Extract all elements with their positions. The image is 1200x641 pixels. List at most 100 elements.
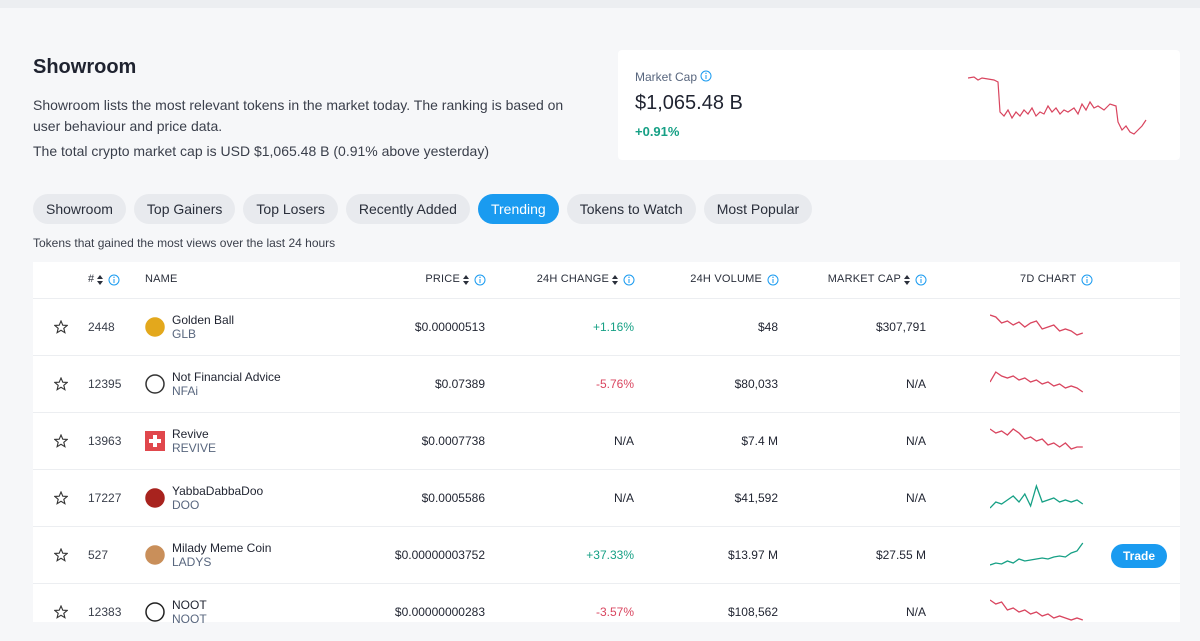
token-name[interactable]: Golden Ball xyxy=(172,313,235,327)
change: N/A xyxy=(613,491,634,505)
token-symbol: LADYS xyxy=(172,555,212,569)
change: +1.16% xyxy=(592,320,634,334)
sort-icon[interactable] xyxy=(904,275,910,285)
card-change: +0.91% xyxy=(635,124,680,139)
page: {"header": {"title": "Showroom", "descri… xyxy=(0,0,1200,626)
market-cap-sparkline xyxy=(968,76,1147,135)
sort-icon[interactable] xyxy=(463,275,469,285)
sparkline xyxy=(990,599,1084,621)
info-icon xyxy=(1081,274,1093,286)
tab-bar: Showroom Top Gainers Top Losers Recently Ad… xyxy=(33,194,813,224)
price: $0.00000003752 xyxy=(394,548,485,562)
tab[interactable]: Tokens to Watch xyxy=(566,194,696,224)
column-header: 7D CHART xyxy=(1020,273,1077,285)
table-row: 527 Milady Meme Coin LADYS $0.00000003752 +3… xyxy=(33,526,1180,584)
table-caption: Tokens that gained the most views over t… xyxy=(33,236,336,250)
token-icon xyxy=(145,602,165,622)
market-cap: $307,791 xyxy=(875,320,926,334)
market-cap: N/A xyxy=(905,491,926,505)
info-icon xyxy=(108,274,120,286)
info-icon xyxy=(474,274,486,286)
token-symbol: NOOT xyxy=(172,612,207,626)
volume: $108,562 xyxy=(727,605,778,619)
tab[interactable]: Most Popular xyxy=(703,194,813,224)
tab[interactable]: Top Losers xyxy=(243,194,338,224)
volume: $7.4 M xyxy=(741,434,778,448)
page-title: Showroom xyxy=(33,56,137,78)
rank: 12395 xyxy=(88,377,122,391)
change: -3.57% xyxy=(595,605,634,619)
volume: $48 xyxy=(757,320,778,334)
tab[interactable]: Recently Added xyxy=(345,194,470,224)
trade-button[interactable]: Trade xyxy=(1111,544,1167,568)
change: N/A xyxy=(613,434,634,448)
watchlist-star[interactable] xyxy=(54,491,68,505)
sort-icon[interactable] xyxy=(97,275,104,285)
sparkline xyxy=(990,314,1084,336)
market-cap: N/A xyxy=(905,434,926,448)
market-cap: N/A xyxy=(905,377,926,391)
token-icon xyxy=(145,545,165,565)
token-name[interactable]: Milady Meme Coin xyxy=(172,541,272,555)
volume: $13.97 M xyxy=(727,548,778,562)
table-row: 12395 Not Financial Advice NFAi $0.07389 -5.… xyxy=(33,355,1180,413)
label: Market Cap xyxy=(635,70,698,84)
table-row: 12383 NOOT NOOT $0.00000000283 -3.57% $108,56… xyxy=(33,583,1180,641)
token-name[interactable]: NOOT xyxy=(172,598,207,612)
table-row: 2448 Golden Ball GLB $0.00000513 +1.16% $48 $3… xyxy=(33,298,1180,356)
token-name[interactable]: Revive xyxy=(172,427,209,441)
column-header: # xyxy=(88,273,95,285)
sparkline xyxy=(990,371,1084,393)
volume: $41,592 xyxy=(734,491,778,505)
sort-icon[interactable] xyxy=(612,275,618,285)
info-icon xyxy=(623,274,635,286)
info-icon xyxy=(767,274,779,286)
watchlist-star[interactable] xyxy=(54,548,68,562)
watchlist-star[interactable] xyxy=(54,434,68,448)
change: -5.76% xyxy=(595,377,634,391)
tab[interactable]: Showroom xyxy=(33,194,126,224)
token-symbol: NFAi xyxy=(172,384,199,398)
sparkline xyxy=(990,483,1084,509)
volume: $80,033 xyxy=(734,377,778,391)
info-icon xyxy=(915,274,927,286)
rank: 13963 xyxy=(88,434,122,448)
market-cap: N/A xyxy=(905,605,926,619)
rank: 2448 xyxy=(88,320,115,334)
card-value: $1,065.48 B xyxy=(635,92,743,114)
token-name[interactable]: Not Financial Advice xyxy=(172,370,281,384)
token-symbol: DOO xyxy=(172,498,200,512)
price: $0.00000513 xyxy=(414,320,485,334)
rank: 12383 xyxy=(88,605,122,619)
rank: 17227 xyxy=(88,491,122,505)
token-icon xyxy=(145,431,165,451)
token-table: # NAME PRICE 24H CHANGE 24H VOLUME MARKET CAP… xyxy=(33,262,1180,626)
top-band xyxy=(0,0,1200,8)
token-icon xyxy=(145,488,165,508)
sparkline xyxy=(990,428,1083,450)
column-header: MARKET CAP xyxy=(827,273,901,285)
token-symbol: GLB xyxy=(172,327,197,341)
token-symbol: REVIVE xyxy=(172,441,217,455)
table-row: 17227 YabbaDabbaDoo DOO $0.0005586 N/A $41,59… xyxy=(33,469,1180,527)
card-label: Market Cap xyxy=(635,70,712,84)
tab[interactable]: Top Gainers xyxy=(133,194,236,224)
watchlist-star[interactable] xyxy=(54,320,68,334)
price: $0.07389 xyxy=(434,377,485,391)
table-row: 13963 Revive REVIVE $0.0007738 N/A $7.4 M N/A xyxy=(33,412,1180,470)
token-icon xyxy=(145,374,165,394)
description: Showroom lists the most relevant tokens … xyxy=(33,97,564,134)
market-cap-card: Market Cap $1,065.48 B +0.91% xyxy=(618,50,1180,160)
sparkline xyxy=(990,542,1084,566)
price: $0.00000000283 xyxy=(394,605,485,619)
info-icon xyxy=(700,70,712,82)
token-name[interactable]: YabbaDabbaDoo xyxy=(172,484,264,498)
token-icon xyxy=(145,317,165,337)
column-header: NAME xyxy=(145,273,178,285)
tab[interactable]: Trending xyxy=(477,194,559,224)
column-header: 24H VOLUME xyxy=(690,273,762,285)
watchlist-star[interactable] xyxy=(54,377,68,391)
market-cap: $27.55 M xyxy=(875,548,926,562)
watchlist-star[interactable] xyxy=(54,605,68,619)
column-header: 24H CHANGE xyxy=(536,273,609,285)
